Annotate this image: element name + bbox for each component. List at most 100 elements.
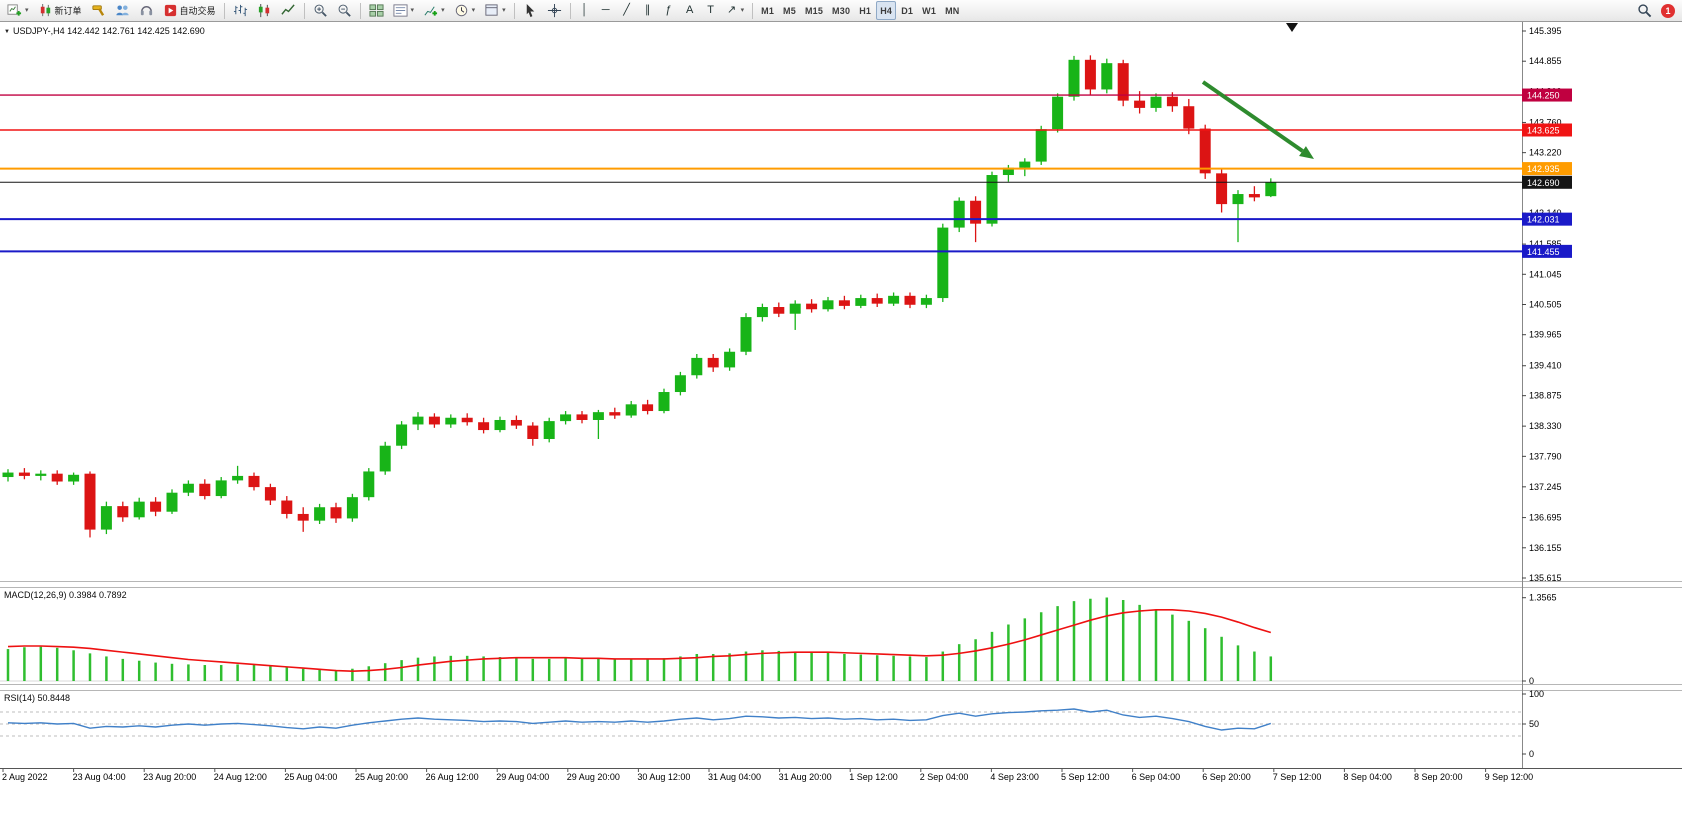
timeframe-m1-button[interactable]: M1 (757, 1, 778, 20)
price-axis-label: 136.155 (1529, 543, 1562, 553)
hammer-icon (91, 5, 104, 16)
candle-body (724, 351, 736, 368)
indicators-button[interactable]: ▾ (419, 1, 449, 20)
price-axis-label: 141.045 (1529, 269, 1562, 279)
dropdown-icon: ▾ (740, 7, 745, 14)
candle-body (461, 417, 473, 423)
rsi-scale-label: 100 (1529, 689, 1544, 699)
time-axis-label: 2 Aug 2022 (2, 772, 48, 782)
users-icon (115, 5, 129, 16)
chart-bars-button[interactable] (229, 1, 252, 20)
price-axis-label: 144.855 (1529, 56, 1562, 66)
crosshair-button[interactable] (543, 1, 566, 20)
templates-button[interactable]: ▾ (480, 1, 510, 20)
line-chart-icon (280, 4, 295, 15)
timeframe-mn-button[interactable]: MN (941, 1, 963, 20)
cursor-button[interactable] (519, 1, 542, 20)
auto-trading-status-icon (164, 4, 176, 17)
periods-button[interactable]: ▾ (450, 1, 480, 20)
candle-body (920, 298, 932, 305)
candle-body (953, 200, 965, 228)
candle-body (297, 513, 309, 521)
notification-badge[interactable]: 1 (1661, 3, 1675, 18)
candle-body (281, 500, 293, 514)
dropdown-icon: ▾ (25, 7, 29, 14)
rsi-scale-label: 0 (1529, 749, 1534, 759)
candle-body (1052, 96, 1064, 130)
headset-icon (140, 6, 152, 16)
down-arrow-marker[interactable] (1286, 23, 1298, 32)
timeframe-h1-button[interactable]: H1 (855, 1, 875, 20)
horizontal-line-icon: ─ (601, 4, 610, 16)
price-axis-label: 143.760 (1529, 117, 1562, 127)
candle-body (527, 425, 539, 440)
macd-signal-line (7, 608, 1272, 672)
toolbar-separator (359, 2, 361, 19)
price-tag-label: 144.250 (1527, 91, 1560, 101)
market-button[interactable] (87, 1, 110, 20)
new-chart-icon (7, 4, 22, 16)
tile-windows-button[interactable] (365, 1, 388, 20)
timeframe-m15-button[interactable]: M15 (801, 1, 827, 20)
symbol-expand-icon[interactable]: ▼ (4, 29, 10, 35)
candle-body (625, 404, 637, 416)
candle-body (658, 392, 670, 412)
zoom-out-button[interactable] (333, 1, 356, 20)
fibonacci-tool-button[interactable]: ƒ (659, 1, 679, 20)
new-order-button[interactable]: 新订单 (34, 1, 86, 20)
candle-body (1232, 194, 1244, 205)
new-chart-button[interactable]: ▾ (3, 1, 33, 20)
chart-canvas[interactable]: 145.395144.855144.310143.760143.220142.6… (0, 22, 1682, 840)
search-button[interactable] (1633, 1, 1656, 20)
candle-body (379, 445, 391, 472)
text-tool-button[interactable]: A (680, 1, 700, 20)
channel-tool-button[interactable]: ∥ (638, 1, 658, 20)
vertical-line-tool-button[interactable]: │ (575, 1, 595, 20)
label-tool-button[interactable]: T (701, 1, 721, 20)
candle-body (445, 417, 457, 425)
trendline-tool-button[interactable]: ╱ (617, 1, 637, 20)
candle-body (1248, 194, 1260, 198)
trend-arrow-head[interactable] (1299, 146, 1314, 159)
candle-body (674, 375, 686, 393)
symbol-info: ▼ USDJPY-,H4 142.442 142.761 142.425 142.… (4, 26, 205, 36)
rsi-line (7, 708, 1272, 731)
chart-candles-button[interactable] (253, 1, 276, 20)
horizontal-line-tool-button[interactable]: ─ (596, 1, 616, 20)
dropdown-icon: ▾ (471, 7, 476, 14)
candle-body (166, 492, 178, 512)
clock-icon (455, 4, 467, 17)
price-axis-label: 137.790 (1529, 451, 1562, 461)
price-tag (1522, 244, 1572, 258)
timeframe-m5-button[interactable]: M5 (779, 1, 800, 20)
signals-button[interactable] (111, 1, 134, 20)
candle-body (133, 501, 145, 518)
price-tag-label: 142.690 (1527, 178, 1560, 188)
time-axis-label: 29 Aug 04:00 (496, 772, 549, 782)
trend-arrow-annotation[interactable] (1201, 80, 1304, 153)
search-icon (1638, 4, 1652, 18)
price-tag (1522, 175, 1572, 189)
candle-body (707, 357, 719, 368)
symbol-info-text: USDJPY-,H4 142.442 142.761 142.425 142.6… (12, 26, 205, 36)
zoom-in-icon (314, 4, 327, 17)
timeframe-h4-button[interactable]: H4 (876, 1, 897, 20)
data-window-button[interactable]: ▾ (389, 1, 419, 20)
support-button[interactable] (135, 1, 158, 20)
candle-body (1183, 106, 1195, 129)
timeframe-m30-button[interactable]: M30 (828, 1, 854, 20)
label-tool-icon: T (707, 4, 714, 16)
timeframe-w1-button[interactable]: W1 (918, 1, 940, 20)
candle-body (412, 416, 424, 425)
candle-body (510, 419, 522, 426)
chart-line-button[interactable] (277, 1, 300, 20)
rsi-scale-label: 50 (1529, 719, 1539, 729)
auto-trading-button[interactable]: 自动交易 (159, 1, 220, 20)
arrows-tool-button[interactable]: ↗ ▾ (722, 1, 749, 20)
timeframe-d1-button[interactable]: D1 (897, 1, 917, 20)
macd-scale-label: 1.3565 (1529, 593, 1557, 603)
candle-body (642, 404, 654, 412)
zoom-in-button[interactable] (309, 1, 332, 20)
time-axis-label: 9 Sep 12:00 (1485, 772, 1534, 782)
